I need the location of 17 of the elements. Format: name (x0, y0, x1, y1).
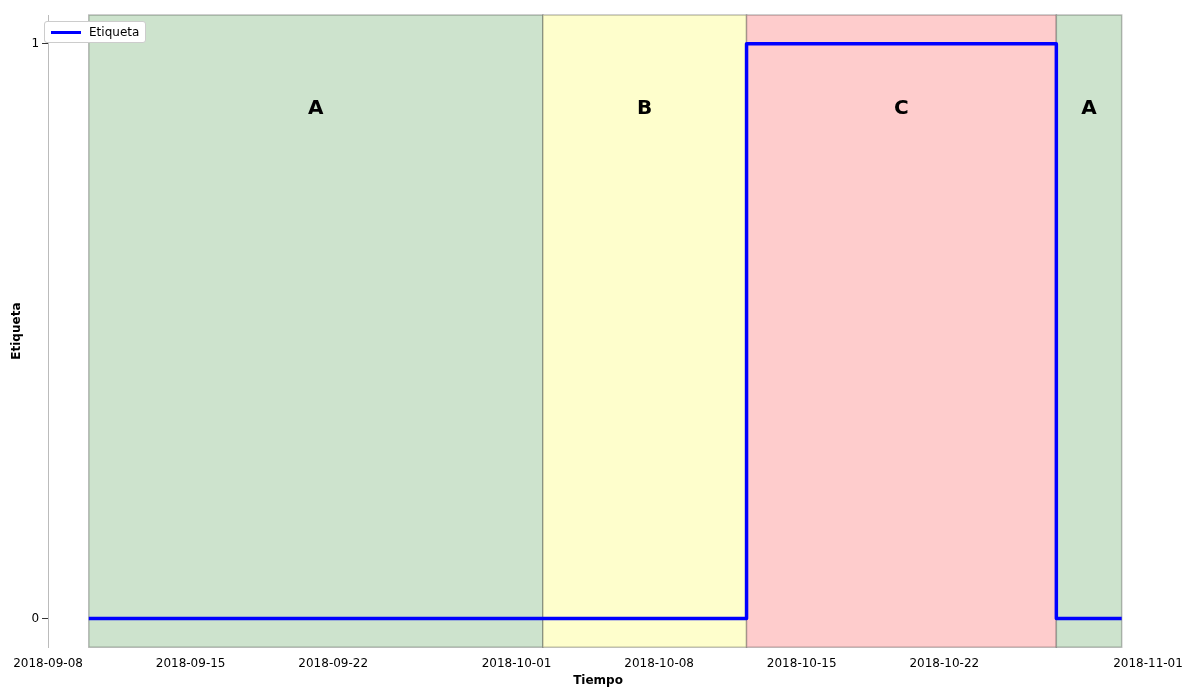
x-tick-label: 2018-10-22 (909, 655, 980, 670)
y-axis-title: Etiqueta (9, 302, 24, 360)
x-tick-label: 2018-11-01 (1113, 655, 1183, 670)
band-label: B (637, 95, 653, 120)
band-label: A (1081, 95, 1098, 120)
band-label: A (308, 95, 325, 120)
x-tick-label: 2018-10-08 (624, 655, 694, 670)
legend-label: Etiqueta (89, 25, 140, 39)
x-tick-label: 2018-09-22 (298, 655, 369, 670)
x-tick-label: 2018-10-01 (481, 655, 552, 670)
x-tick-label: 2018-09-15 (155, 655, 226, 670)
x-axis-title: Tiempo (573, 672, 623, 687)
x-tick-label: 2018-09-08 (13, 655, 83, 670)
y-tick-label: 1 (31, 35, 40, 50)
y-tick-label: 0 (31, 610, 40, 625)
band-label: C (894, 95, 909, 120)
x-tick-label: 2018-10-15 (766, 655, 837, 670)
